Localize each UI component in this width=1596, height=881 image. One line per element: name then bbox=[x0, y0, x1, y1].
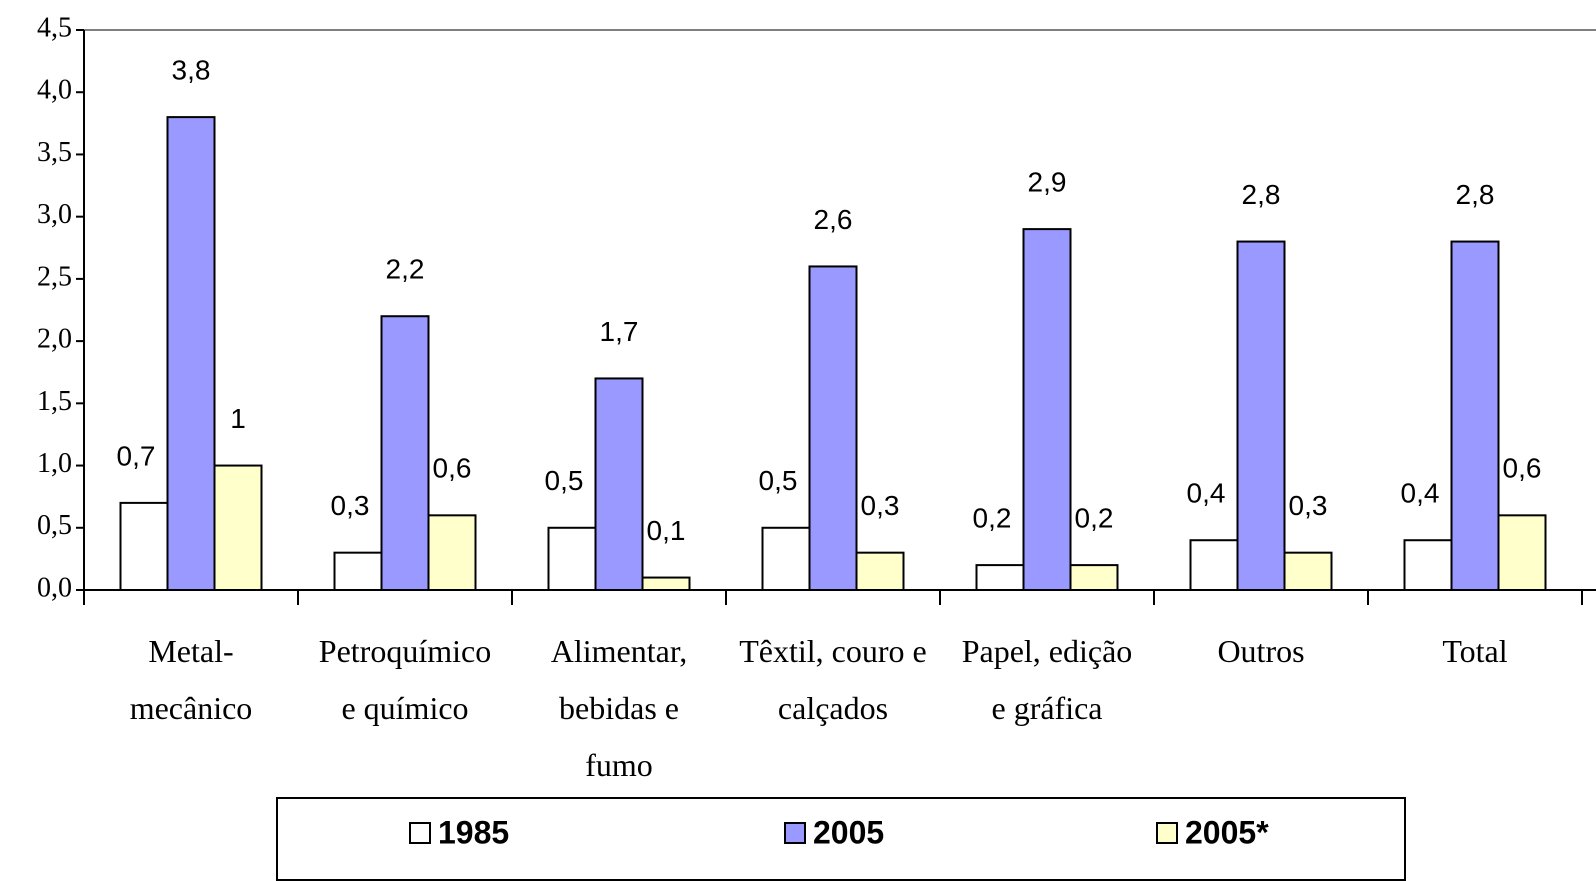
legend-swatch bbox=[409, 822, 431, 844]
value-label: 0,3 bbox=[861, 490, 900, 521]
legend-swatch bbox=[784, 822, 806, 844]
bar bbox=[855, 551, 905, 592]
y-tick-label: 0,0 bbox=[37, 572, 72, 603]
x-tick-label: Outros bbox=[1217, 633, 1304, 669]
y-tick-label: 3,5 bbox=[37, 137, 72, 168]
bar bbox=[213, 464, 263, 591]
bar bbox=[1069, 564, 1119, 591]
y-tick-label: 2,0 bbox=[37, 324, 72, 355]
value-label: 1,7 bbox=[600, 316, 639, 347]
y-tick-label: 4,0 bbox=[37, 75, 72, 106]
y-tick-label: 1,5 bbox=[37, 386, 72, 417]
bar bbox=[166, 116, 216, 591]
bar bbox=[1497, 514, 1547, 591]
bar bbox=[975, 564, 1025, 591]
y-tick-label: 3,0 bbox=[37, 199, 72, 230]
y-tick-label: 1,0 bbox=[37, 448, 72, 479]
value-label: 0,1 bbox=[647, 515, 686, 546]
legend-label: 2005 bbox=[813, 814, 884, 850]
x-tick-label: Alimentar, bebidas e fumo bbox=[551, 633, 687, 783]
x-tick-label: Metal-mecânico bbox=[130, 633, 253, 726]
bar bbox=[1189, 539, 1239, 592]
bar bbox=[333, 551, 383, 592]
value-label: 2,8 bbox=[1242, 179, 1281, 210]
x-tick-label: Total bbox=[1442, 633, 1507, 669]
value-label: 0,3 bbox=[331, 490, 370, 521]
legend-label: 1985 bbox=[438, 814, 509, 850]
bar bbox=[761, 526, 811, 591]
x-tick-label: Petroquímico e químico bbox=[319, 633, 491, 726]
bar bbox=[1022, 228, 1072, 591]
value-label: 0,6 bbox=[433, 453, 472, 484]
value-label: 3,8 bbox=[172, 55, 211, 86]
bar bbox=[1403, 539, 1453, 592]
y-tick-label: 2,5 bbox=[37, 261, 72, 292]
value-label: 1 bbox=[230, 403, 246, 434]
value-label: 0,5 bbox=[545, 465, 584, 496]
value-label: 0,2 bbox=[1075, 503, 1114, 534]
legend-box bbox=[276, 797, 1406, 881]
value-label: 0,5 bbox=[759, 465, 798, 496]
value-label: 2,8 bbox=[1456, 179, 1495, 210]
legend-swatch bbox=[1156, 822, 1178, 844]
bar bbox=[1450, 240, 1500, 592]
bar bbox=[808, 265, 858, 591]
bar bbox=[119, 501, 169, 591]
y-tick-label: 0,5 bbox=[37, 510, 72, 541]
bar bbox=[380, 315, 430, 591]
bar bbox=[547, 526, 597, 591]
value-label: 2,2 bbox=[386, 254, 425, 285]
legend-label: 2005* bbox=[1185, 814, 1269, 850]
bar bbox=[1236, 240, 1286, 592]
bar bbox=[641, 576, 691, 591]
value-label: 0,3 bbox=[1289, 490, 1328, 521]
x-tick-label: Têxtil, couro e calçados bbox=[739, 633, 926, 726]
bar bbox=[427, 514, 477, 591]
value-label: 0,6 bbox=[1503, 453, 1542, 484]
value-label: 0,7 bbox=[117, 440, 156, 471]
value-label: 0,4 bbox=[1401, 478, 1440, 509]
value-label: 0,2 bbox=[973, 503, 1012, 534]
bar bbox=[594, 377, 644, 592]
value-label: 2,6 bbox=[814, 204, 853, 235]
value-label: 2,9 bbox=[1028, 167, 1067, 198]
value-label: 0,4 bbox=[1187, 478, 1226, 509]
y-tick-label: 4,5 bbox=[37, 12, 72, 43]
x-tick-label: Papel, edição e gráfica bbox=[962, 633, 1133, 726]
bar bbox=[1283, 551, 1333, 592]
